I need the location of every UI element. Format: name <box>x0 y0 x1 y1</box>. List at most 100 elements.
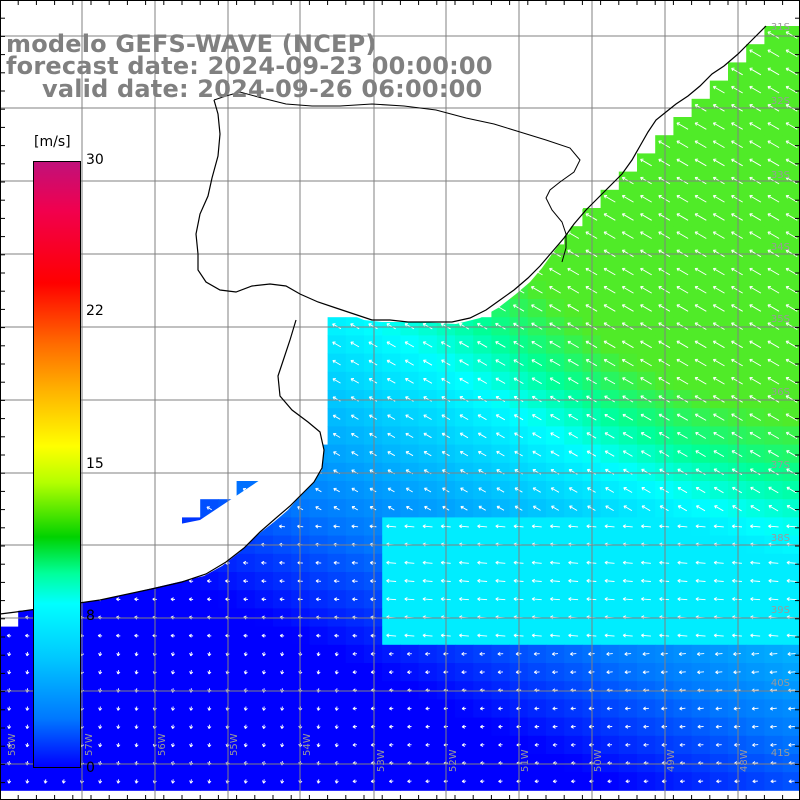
lat-label: 41S <box>771 748 790 759</box>
wind-arrow <box>479 706 485 711</box>
wind-arrow <box>770 724 777 729</box>
wind-arrow <box>280 742 285 748</box>
wind-arrow <box>604 633 615 638</box>
wind-arrow <box>767 67 780 76</box>
wind-arrow <box>713 486 724 494</box>
wind-arrow <box>98 779 103 784</box>
wind-arrow <box>116 742 121 748</box>
wind-arrow <box>734 779 740 784</box>
wind-arrow <box>387 451 396 457</box>
wind-arrow <box>640 158 652 167</box>
wind-arrow <box>459 524 469 529</box>
wind-arrow <box>551 505 560 511</box>
wind-arrow <box>605 487 615 493</box>
wind-arrow <box>334 633 339 638</box>
wind-arrow <box>134 706 139 711</box>
wind-arrow <box>568 432 579 439</box>
wind-arrow <box>280 651 285 657</box>
wind-arrow <box>661 706 668 711</box>
wind-arrow <box>387 487 395 493</box>
wind-arrow <box>659 505 669 512</box>
wind-arrow <box>661 779 667 784</box>
wind-arrow <box>61 779 66 784</box>
wind-arrow <box>659 633 670 638</box>
wind-arrow <box>770 779 777 784</box>
wind-arrow <box>567 322 580 330</box>
wind-arrow <box>170 779 175 784</box>
wind-arrow <box>531 395 542 403</box>
wind-arrow <box>641 524 651 529</box>
wind-arrow <box>749 249 762 258</box>
wind-arrow <box>170 724 175 730</box>
wind-arrow <box>603 304 616 312</box>
wind-arrow <box>352 779 357 784</box>
wind-arrow <box>785 431 798 439</box>
wind-arrow <box>532 414 542 421</box>
wind-arrow <box>568 487 578 493</box>
colorbar-tick-label: 30 <box>86 152 104 168</box>
wind-arrow <box>207 706 212 711</box>
wind-arrow <box>424 505 432 511</box>
wind-arrow <box>315 597 321 602</box>
wind-arrow <box>261 651 266 657</box>
wind-arrow <box>712 85 725 94</box>
wind-arrow <box>568 524 579 529</box>
wind-arrow <box>407 742 412 747</box>
wind-arrow <box>694 249 707 258</box>
wind-arrow <box>658 413 670 421</box>
wind-arrow <box>477 432 487 439</box>
wind-arrow <box>315 524 322 529</box>
wind-arrow <box>351 524 359 529</box>
wind-arrow <box>333 579 340 584</box>
wind-arrow <box>369 451 377 457</box>
wind-arrow <box>387 432 396 438</box>
wind-arrow <box>477 414 487 421</box>
colorbar-tick-label: 8 <box>86 608 95 624</box>
wind-arrow <box>697 706 704 711</box>
wind-arrow <box>550 524 560 529</box>
wind-arrow <box>206 579 212 584</box>
wind-arrow <box>607 779 612 784</box>
lat-label: 40S <box>771 678 790 689</box>
wind-arrow <box>552 724 558 729</box>
wind-arrow <box>695 578 706 583</box>
wind-arrow <box>134 779 139 784</box>
wind-arrow <box>334 779 339 784</box>
wind-arrow <box>458 322 470 330</box>
wind-arrow <box>603 322 616 330</box>
lon-label: 50W <box>593 749 604 772</box>
lat-label: 39S <box>771 605 790 616</box>
wind-arrow <box>570 706 576 711</box>
wind-arrow <box>170 706 175 711</box>
wind-arrow <box>571 779 576 784</box>
lon-label: 54W <box>302 733 313 756</box>
wind-arrow <box>713 578 724 583</box>
wind-arrow <box>749 358 762 367</box>
wind-arrow <box>422 633 433 638</box>
wind-arrow <box>459 396 469 402</box>
wind-arrow <box>786 486 797 494</box>
wind-arrow <box>679 742 686 747</box>
wind-arrow <box>423 432 432 439</box>
land-mask <box>0 0 715 612</box>
wind-arrow <box>732 633 742 638</box>
wind-arrow <box>280 706 285 711</box>
wind-arrow <box>749 122 762 130</box>
wind-arrow <box>369 560 377 565</box>
wind-arrow <box>643 742 649 747</box>
wind-arrow <box>767 158 780 167</box>
wind-arrow <box>207 670 212 675</box>
wind-arrow <box>404 524 415 529</box>
wind-arrow <box>750 468 761 476</box>
wind-arrow <box>641 468 651 475</box>
wind-arrow <box>134 724 139 730</box>
wind-arrow <box>658 304 671 312</box>
wind-arrow <box>351 560 358 565</box>
wind-arrow <box>658 395 670 403</box>
wind-arrow <box>369 524 377 529</box>
wind-arrow <box>787 652 796 656</box>
wind-arrow <box>405 432 414 438</box>
wind-arrow <box>498 706 503 711</box>
lon-label: 48W <box>739 749 750 772</box>
wind-arrow <box>786 524 797 529</box>
